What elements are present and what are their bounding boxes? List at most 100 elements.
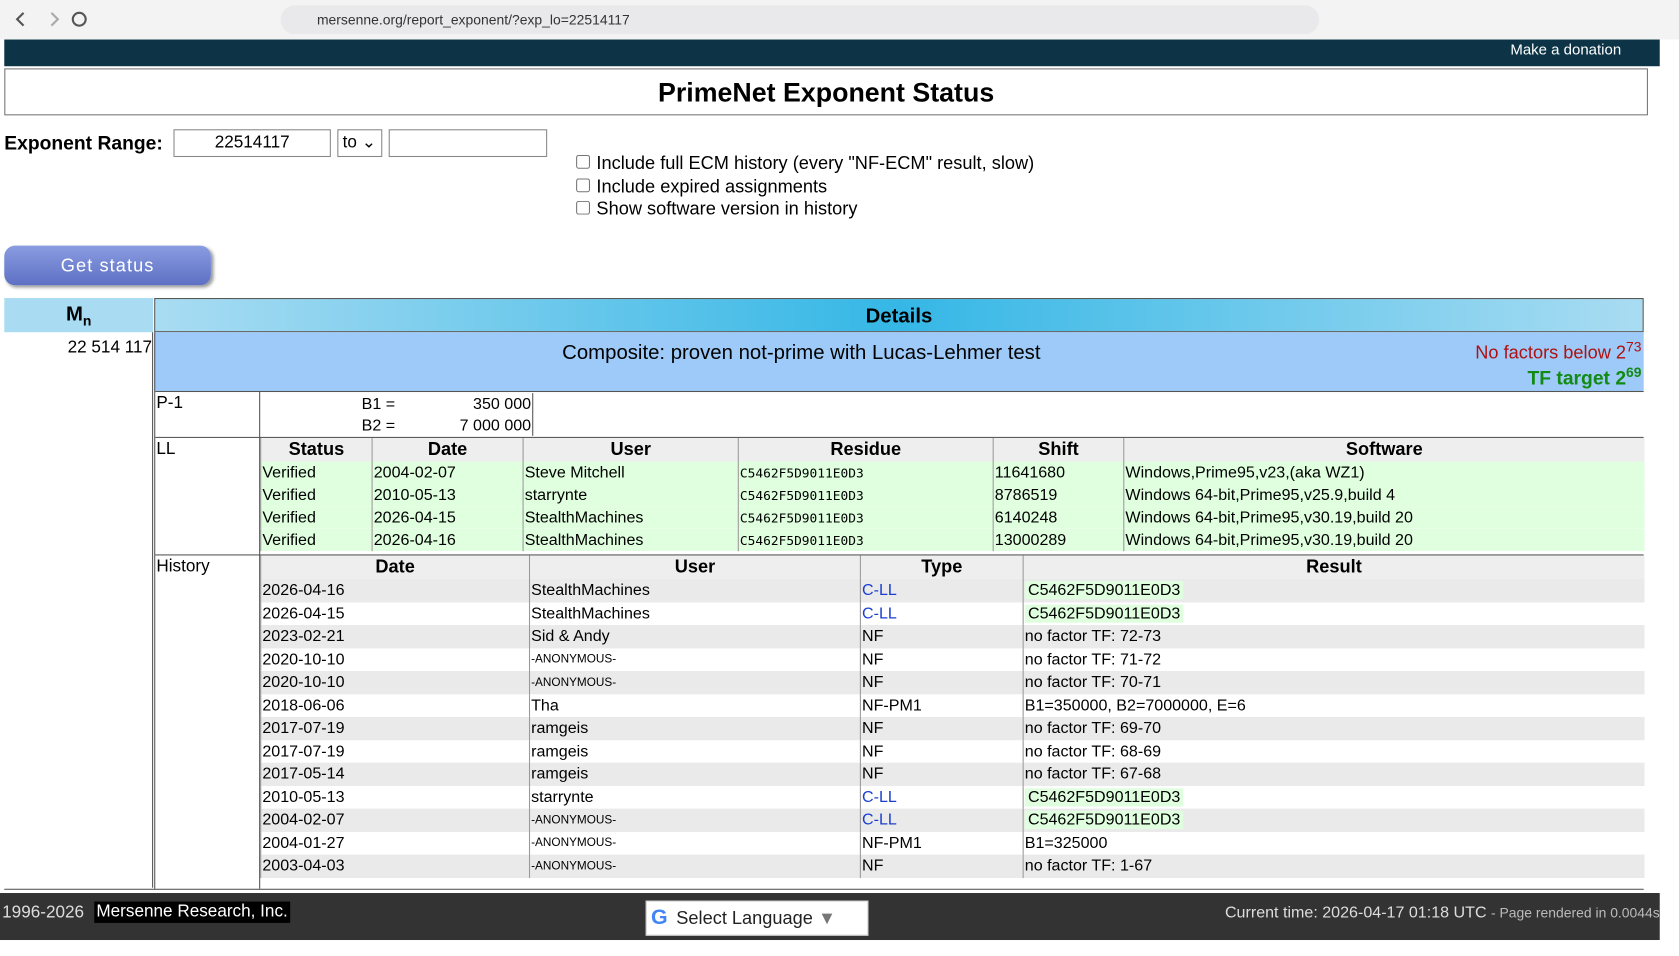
ll-row: Verified 2026-04-16 StealthMachines C5462F5…: [260, 528, 1645, 552]
history-cell: NF-PM1: [859, 831, 1024, 855]
history-text: 2003-04-03: [262, 856, 345, 876]
history-text: 2018-06-06: [262, 696, 345, 715]
section: LL Status Date User Residue Shift Software Veri…: [155, 436, 1645, 556]
history-row: 2017-05-14 ramgeis NF no factor TF: 67-68: [260, 762, 1645, 786]
ll-cell: StealthMachines: [522, 528, 739, 552]
option-text: Show software version in history: [596, 198, 858, 219]
donation-link[interactable]: Make a donation: [1510, 40, 1622, 58]
range-select[interactable]: to ⌄: [337, 129, 383, 158]
ll-cell: Windows 64-bit,Prime95,v30.19,build 20: [1123, 528, 1645, 552]
history-cell: NF: [859, 739, 1024, 763]
history-text: 2023-02-21: [262, 627, 345, 646]
ll-header-cell: User: [522, 437, 739, 462]
section: P-1 B1 = 350 000 B2 = 7 000 000: [155, 390, 1645, 438]
history-text: 2017-05-14: [262, 765, 345, 784]
history-cell: no factor TF: 71-72: [1022, 647, 1645, 671]
option: Include full ECM history (every "NF-ECM"…: [576, 153, 1034, 174]
nav-buttons[interactable]: [9, 9, 95, 30]
history-cell: ramgeis: [528, 716, 861, 740]
render-info: Current time: 2026-04-17 01:18 UTC - Pag…: [1225, 904, 1660, 922]
history-cell: 2018-06-06: [260, 693, 530, 717]
ll-header-cell: Software: [1123, 437, 1645, 462]
ll-cell: Windows 64-bit,Prime95,v30.19,build 20: [1123, 506, 1645, 529]
history-text: NF: [861, 765, 884, 784]
option-checkbox[interactable]: [576, 177, 591, 192]
url-text: mersenne.org/report_exponent/?exp_lo=225…: [316, 11, 630, 28]
address-bar[interactable]: mersenne.org/report_exponent/?exp_lo=225…: [280, 5, 1320, 35]
p1-key: B2 =: [361, 416, 396, 435]
history-cell: Sid & Andy: [528, 624, 861, 648]
ll-cell: 2026-04-15: [371, 506, 524, 529]
history-cell[interactable]: C-LL: [859, 601, 1024, 625]
residue: C5462F5D9011E0D3: [1024, 604, 1184, 623]
language-text: Select Language: [676, 907, 813, 929]
col-header-details: Details: [154, 298, 1644, 333]
history-text: 2017-07-19: [262, 719, 345, 738]
ll-header-cell: Date: [371, 437, 524, 462]
ll-cell: Verified: [260, 506, 373, 529]
history-cell: no factor TF: 69-70: [1022, 716, 1645, 740]
section: History Date User Type Result 2026-04-16 Steal…: [155, 554, 1645, 889]
exponent-cell: 22 514 117: [4, 332, 154, 888]
history-text: -ANONYMOUS-: [531, 859, 617, 873]
details-body: P-1 B1 = 350 000 B2 = 7 000 000 LL Status Date U…: [154, 390, 1645, 889]
history-cell: -ANONYMOUS-: [528, 670, 861, 694]
section-body: B1 = 350 000 B2 = 7 000 000: [259, 392, 1645, 438]
exponent-input[interactable]: [173, 129, 331, 158]
option-checkbox[interactable]: [576, 200, 591, 215]
ll-cell: Verified: [260, 483, 373, 507]
exponent-hi-input[interactable]: [388, 129, 548, 158]
history-cell: no factor TF: 68-69: [1022, 739, 1645, 763]
history-cell: ramgeis: [528, 762, 861, 786]
site-nav: Make a donation: [4, 39, 1660, 67]
p1-value: 7 000 000: [459, 416, 532, 435]
history-text: ramgeis: [531, 719, 589, 738]
history-text: no factor TF: 71-72: [1024, 650, 1162, 669]
option-text: Include full ECM history (every "NF-ECM"…: [596, 152, 1035, 174]
history-cell: 2003-04-03: [260, 854, 530, 878]
ll-cell: 2026-04-16: [371, 528, 524, 552]
ll-header-cell: Residue: [737, 437, 994, 462]
history-cell[interactable]: C-LL: [859, 578, 1024, 602]
history-text: C-LL: [861, 811, 897, 830]
option-checkbox[interactable]: [576, 154, 591, 169]
history-row: 2026-04-15 StealthMachines C-LL C5462F5D901…: [260, 601, 1645, 625]
status-table: Mn Details 22 514 117 Composite: proven …: [4, 298, 1645, 890]
col-header-exponent: Mn: [4, 298, 154, 333]
history-cell: 2017-07-19: [260, 716, 530, 740]
ll-header: Status Date User Residue Shift Software: [260, 437, 1645, 462]
history-text: -ANONYMOUS-: [531, 675, 617, 689]
render-time: - Page rendered in 0.0044s: [1491, 904, 1660, 921]
history-text: 2026-04-16: [262, 581, 345, 600]
ll-cell: C5462F5D9011E0D3: [737, 483, 994, 507]
ll-cell: 11641680: [992, 461, 1124, 484]
history-text: NF: [861, 856, 884, 876]
history-text: Sid & Andy: [531, 627, 610, 646]
history-cell: no factor TF: 1-67: [1022, 854, 1645, 878]
ll-cell: Steve Mitchell: [522, 461, 739, 484]
language-select[interactable]: G Select Language ▼: [645, 900, 869, 936]
history-text: 2004-01-27: [262, 833, 345, 853]
m-sub: n: [82, 312, 92, 329]
get-status-button[interactable]: Get status: [4, 245, 211, 286]
history-cell: Tha: [528, 693, 861, 717]
history-text: StealthMachines: [531, 604, 650, 623]
history-cell: C5462F5D9011E0D3: [1022, 601, 1645, 625]
history-cell[interactable]: C-LL: [859, 785, 1024, 809]
history-cell: 2023-02-21: [260, 624, 530, 648]
history-cell: 2004-02-07: [260, 808, 530, 832]
residue: C5462F5D9011E0D3: [1024, 788, 1184, 807]
copyright-org[interactable]: Mersenne Research, Inc.: [94, 901, 290, 923]
history-text: NF: [861, 673, 884, 692]
history-cell[interactable]: C-LL: [859, 808, 1024, 832]
history-text: B1=325000: [1024, 833, 1108, 853]
tf-target: TF target 269: [1528, 364, 1642, 390]
history-text: NF: [861, 742, 884, 761]
history-cell: -ANONYMOUS-: [528, 831, 861, 855]
history-cell: starrynte: [528, 785, 861, 809]
history-cell: -ANONYMOUS-: [528, 647, 861, 671]
ll-cell: Windows 64-bit,Prime95,v25.9,build 4: [1123, 483, 1645, 507]
section-label: P-1: [156, 394, 184, 413]
history-text: C-LL: [861, 581, 897, 600]
